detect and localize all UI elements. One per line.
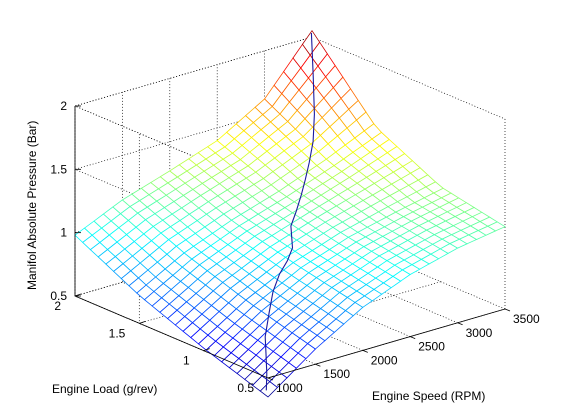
x-tick-label: 3500 — [513, 312, 540, 326]
y-tick-label: 1 — [183, 354, 190, 368]
x-tick-label: 3000 — [466, 326, 493, 340]
z-tick-label: 1 — [60, 226, 67, 240]
surface-mesh — [74, 29, 506, 398]
x-tick-label: 1500 — [323, 367, 350, 381]
y-tick-mark — [203, 348, 210, 352]
map-trace — [264, 32, 315, 391]
z-tick-label: 0.5 — [50, 289, 67, 303]
y-tick-label: 2 — [54, 299, 61, 313]
x-axis-label: Engine Speed (RPM) — [372, 389, 485, 403]
x-tick-mark — [457, 322, 463, 326]
z-tick-label: 2 — [60, 99, 67, 113]
y-axis-label: Engine Load (g/rev) — [52, 382, 157, 396]
x-axis-line — [267, 308, 506, 379]
x-tick-mark — [315, 363, 321, 367]
trace-line — [264, 32, 315, 391]
axis-labels: Engine Speed (RPM) Engine Load (g/rev) M… — [25, 121, 485, 403]
x-tick-mark — [410, 336, 416, 339]
z-axis-label: Manifol Absolute Pressure (Bar) — [25, 121, 39, 290]
y-tick-mark — [139, 320, 146, 324]
x-tick-mark — [504, 308, 511, 312]
y-axis-line — [74, 295, 269, 379]
x-tick-label: 2500 — [418, 340, 445, 354]
x-tick-mark — [362, 350, 368, 353]
x-tick-label: 2000 — [371, 353, 398, 367]
axes-box — [74, 106, 506, 379]
y-tick-label: 0.5 — [237, 381, 254, 395]
x-tick-label: 1000 — [276, 381, 303, 395]
z-tick-label: 1.5 — [50, 162, 67, 176]
box-top-edge — [73, 36, 506, 189]
y-tick-label: 1.5 — [109, 326, 126, 340]
surface-cell — [486, 221, 506, 232]
x-tick-mark — [267, 377, 274, 381]
y-tick-mark — [267, 375, 275, 379]
